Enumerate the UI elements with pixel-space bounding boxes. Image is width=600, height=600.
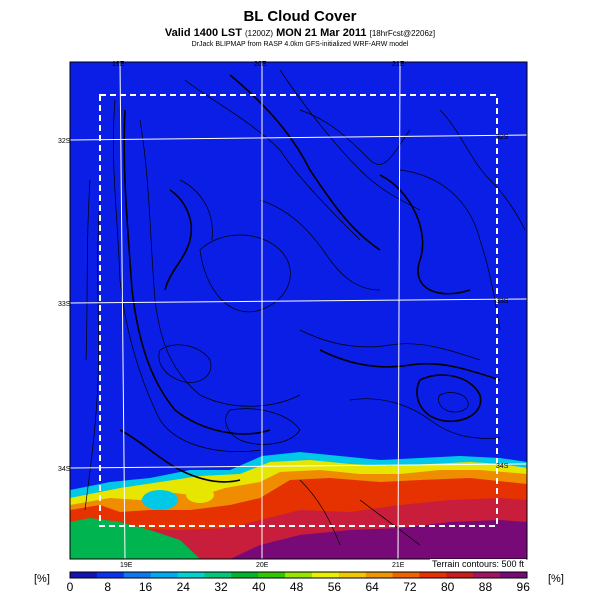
colorbar-outline [69, 571, 528, 579]
valid-code: (1200Z) [244, 29, 273, 38]
lon-label-top-20e: 20E [254, 61, 267, 68]
cloud-band-green [70, 518, 200, 559]
parallel-34s [69, 463, 528, 469]
map-frame [69, 61, 528, 560]
colorbar-swatch [500, 572, 528, 578]
colorbar-unit-left: [%] [34, 573, 50, 585]
colorbar-swatch [150, 572, 179, 578]
lon-label-bottom-20e: 20E [256, 562, 269, 569]
cloud-band-purple [230, 520, 527, 559]
colorbar-swatch [285, 572, 313, 578]
terrain-contour-note: Terrain contours: 500 ft [429, 559, 526, 569]
lon-label-top-21e: 21E [392, 61, 405, 68]
colorbar-tick-label: 48 [289, 580, 304, 594]
colorbar-unit-right: [%] [548, 573, 564, 585]
colorbar-tick-label: 16 [138, 580, 153, 594]
colorbar-swatch [231, 572, 259, 578]
colorbar-tick-label: 72 [403, 580, 417, 594]
colorbar-swatch [204, 572, 232, 578]
lon-label-bottom-21e: 21E [392, 562, 405, 569]
colorbar-swatch [473, 572, 501, 578]
colorbar-swatch [258, 572, 286, 578]
colorbar-tick-label: 40 [252, 580, 266, 594]
chart-title: BL Cloud Cover [243, 8, 357, 25]
lat-lon-grid [69, 61, 528, 560]
colorbar-swatch [365, 572, 394, 578]
lon-label-top-19e: 19E [112, 61, 125, 68]
lat-label-right-32s: 32S [496, 134, 509, 141]
lat-label-right-34s: 34S [496, 463, 509, 470]
colorbar [69, 571, 528, 579]
lat-label-left-33s: 33S [58, 301, 71, 308]
colorbar-tick-label: 56 [327, 580, 342, 594]
colorbar-tick-label: 24 [176, 580, 190, 594]
colorbar-swatch [419, 572, 447, 578]
cloud-cell-yellow [186, 487, 214, 503]
colorbar-swatch [177, 572, 205, 578]
inner-domain-box [99, 94, 498, 527]
lat-label-left-32s: 32S [58, 138, 71, 145]
cloud-cell-cyan [142, 490, 178, 510]
terrain-contours [84, 69, 526, 546]
colorbar-tick-label: 64 [365, 580, 379, 594]
colorbar-tick-label: 0 [66, 580, 74, 594]
lat-label-right-33s: 33S [496, 298, 509, 305]
model-credit: DrJack BLIPMAP from RASP 4.0km GFS-initi… [191, 41, 409, 48]
colorbar-swatch [392, 572, 420, 578]
meridian-19e [119, 61, 126, 560]
colorbar-tick-label: 32 [214, 580, 228, 594]
map-field [70, 62, 527, 559]
colorbar-tick-label: 96 [516, 580, 530, 594]
parallel-33s [69, 298, 528, 304]
colorbar-tick-label: 80 [440, 580, 455, 594]
colorbar-swatch [338, 572, 367, 578]
colorbar-swatch [96, 572, 125, 578]
date-text: MON 21 Mar 2011 [276, 27, 367, 39]
colorbar-swatch [123, 572, 152, 578]
valid-time: Valid 1400 LST (1200Z) MON 21 Mar 2011 [… [0, 27, 600, 39]
colorbar-swatch [446, 572, 474, 578]
forecast-code: [18hrFcst@2206z] [369, 29, 436, 38]
lat-label-left-34s: 34S [58, 466, 71, 473]
valid-text: Valid 1400 LST [164, 27, 242, 39]
colorbar-tick-label: 88 [478, 580, 493, 594]
parallel-32s [69, 134, 528, 141]
colorbar-tick-label: 8 [104, 580, 112, 594]
colorbar-swatch [70, 572, 98, 578]
meridian-21e [397, 61, 401, 560]
lon-label-bottom-19e: 19E [120, 562, 133, 569]
colorbar-swatch [311, 572, 340, 578]
